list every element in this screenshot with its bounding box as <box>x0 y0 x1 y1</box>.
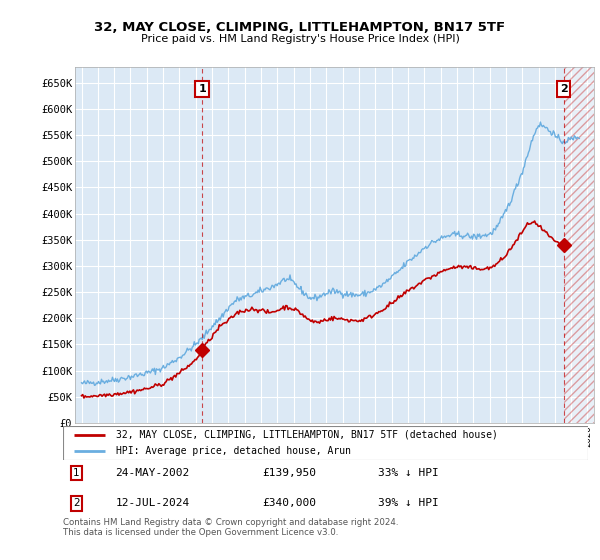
Text: £340,000: £340,000 <box>263 498 317 508</box>
Text: 1: 1 <box>73 468 79 478</box>
Text: £139,950: £139,950 <box>263 468 317 478</box>
Text: 2: 2 <box>560 84 568 94</box>
Text: 39% ↓ HPI: 39% ↓ HPI <box>378 498 439 508</box>
Text: 24-MAY-2002: 24-MAY-2002 <box>115 468 190 478</box>
Text: 32, MAY CLOSE, CLIMPING, LITTLEHAMPTON, BN17 5TF: 32, MAY CLOSE, CLIMPING, LITTLEHAMPTON, … <box>94 21 506 34</box>
Text: 12-JUL-2024: 12-JUL-2024 <box>115 498 190 508</box>
Bar <box>563 67 594 423</box>
Text: HPI: Average price, detached house, Arun: HPI: Average price, detached house, Arun <box>115 446 350 456</box>
Text: 33% ↓ HPI: 33% ↓ HPI <box>378 468 439 478</box>
Text: 32, MAY CLOSE, CLIMPING, LITTLEHAMPTON, BN17 5TF (detached house): 32, MAY CLOSE, CLIMPING, LITTLEHAMPTON, … <box>115 430 497 440</box>
Text: Price paid vs. HM Land Registry's House Price Index (HPI): Price paid vs. HM Land Registry's House … <box>140 34 460 44</box>
Text: 1: 1 <box>198 84 206 94</box>
FancyBboxPatch shape <box>63 426 588 460</box>
Text: 2: 2 <box>73 498 79 508</box>
Text: Contains HM Land Registry data © Crown copyright and database right 2024.
This d: Contains HM Land Registry data © Crown c… <box>63 518 398 538</box>
